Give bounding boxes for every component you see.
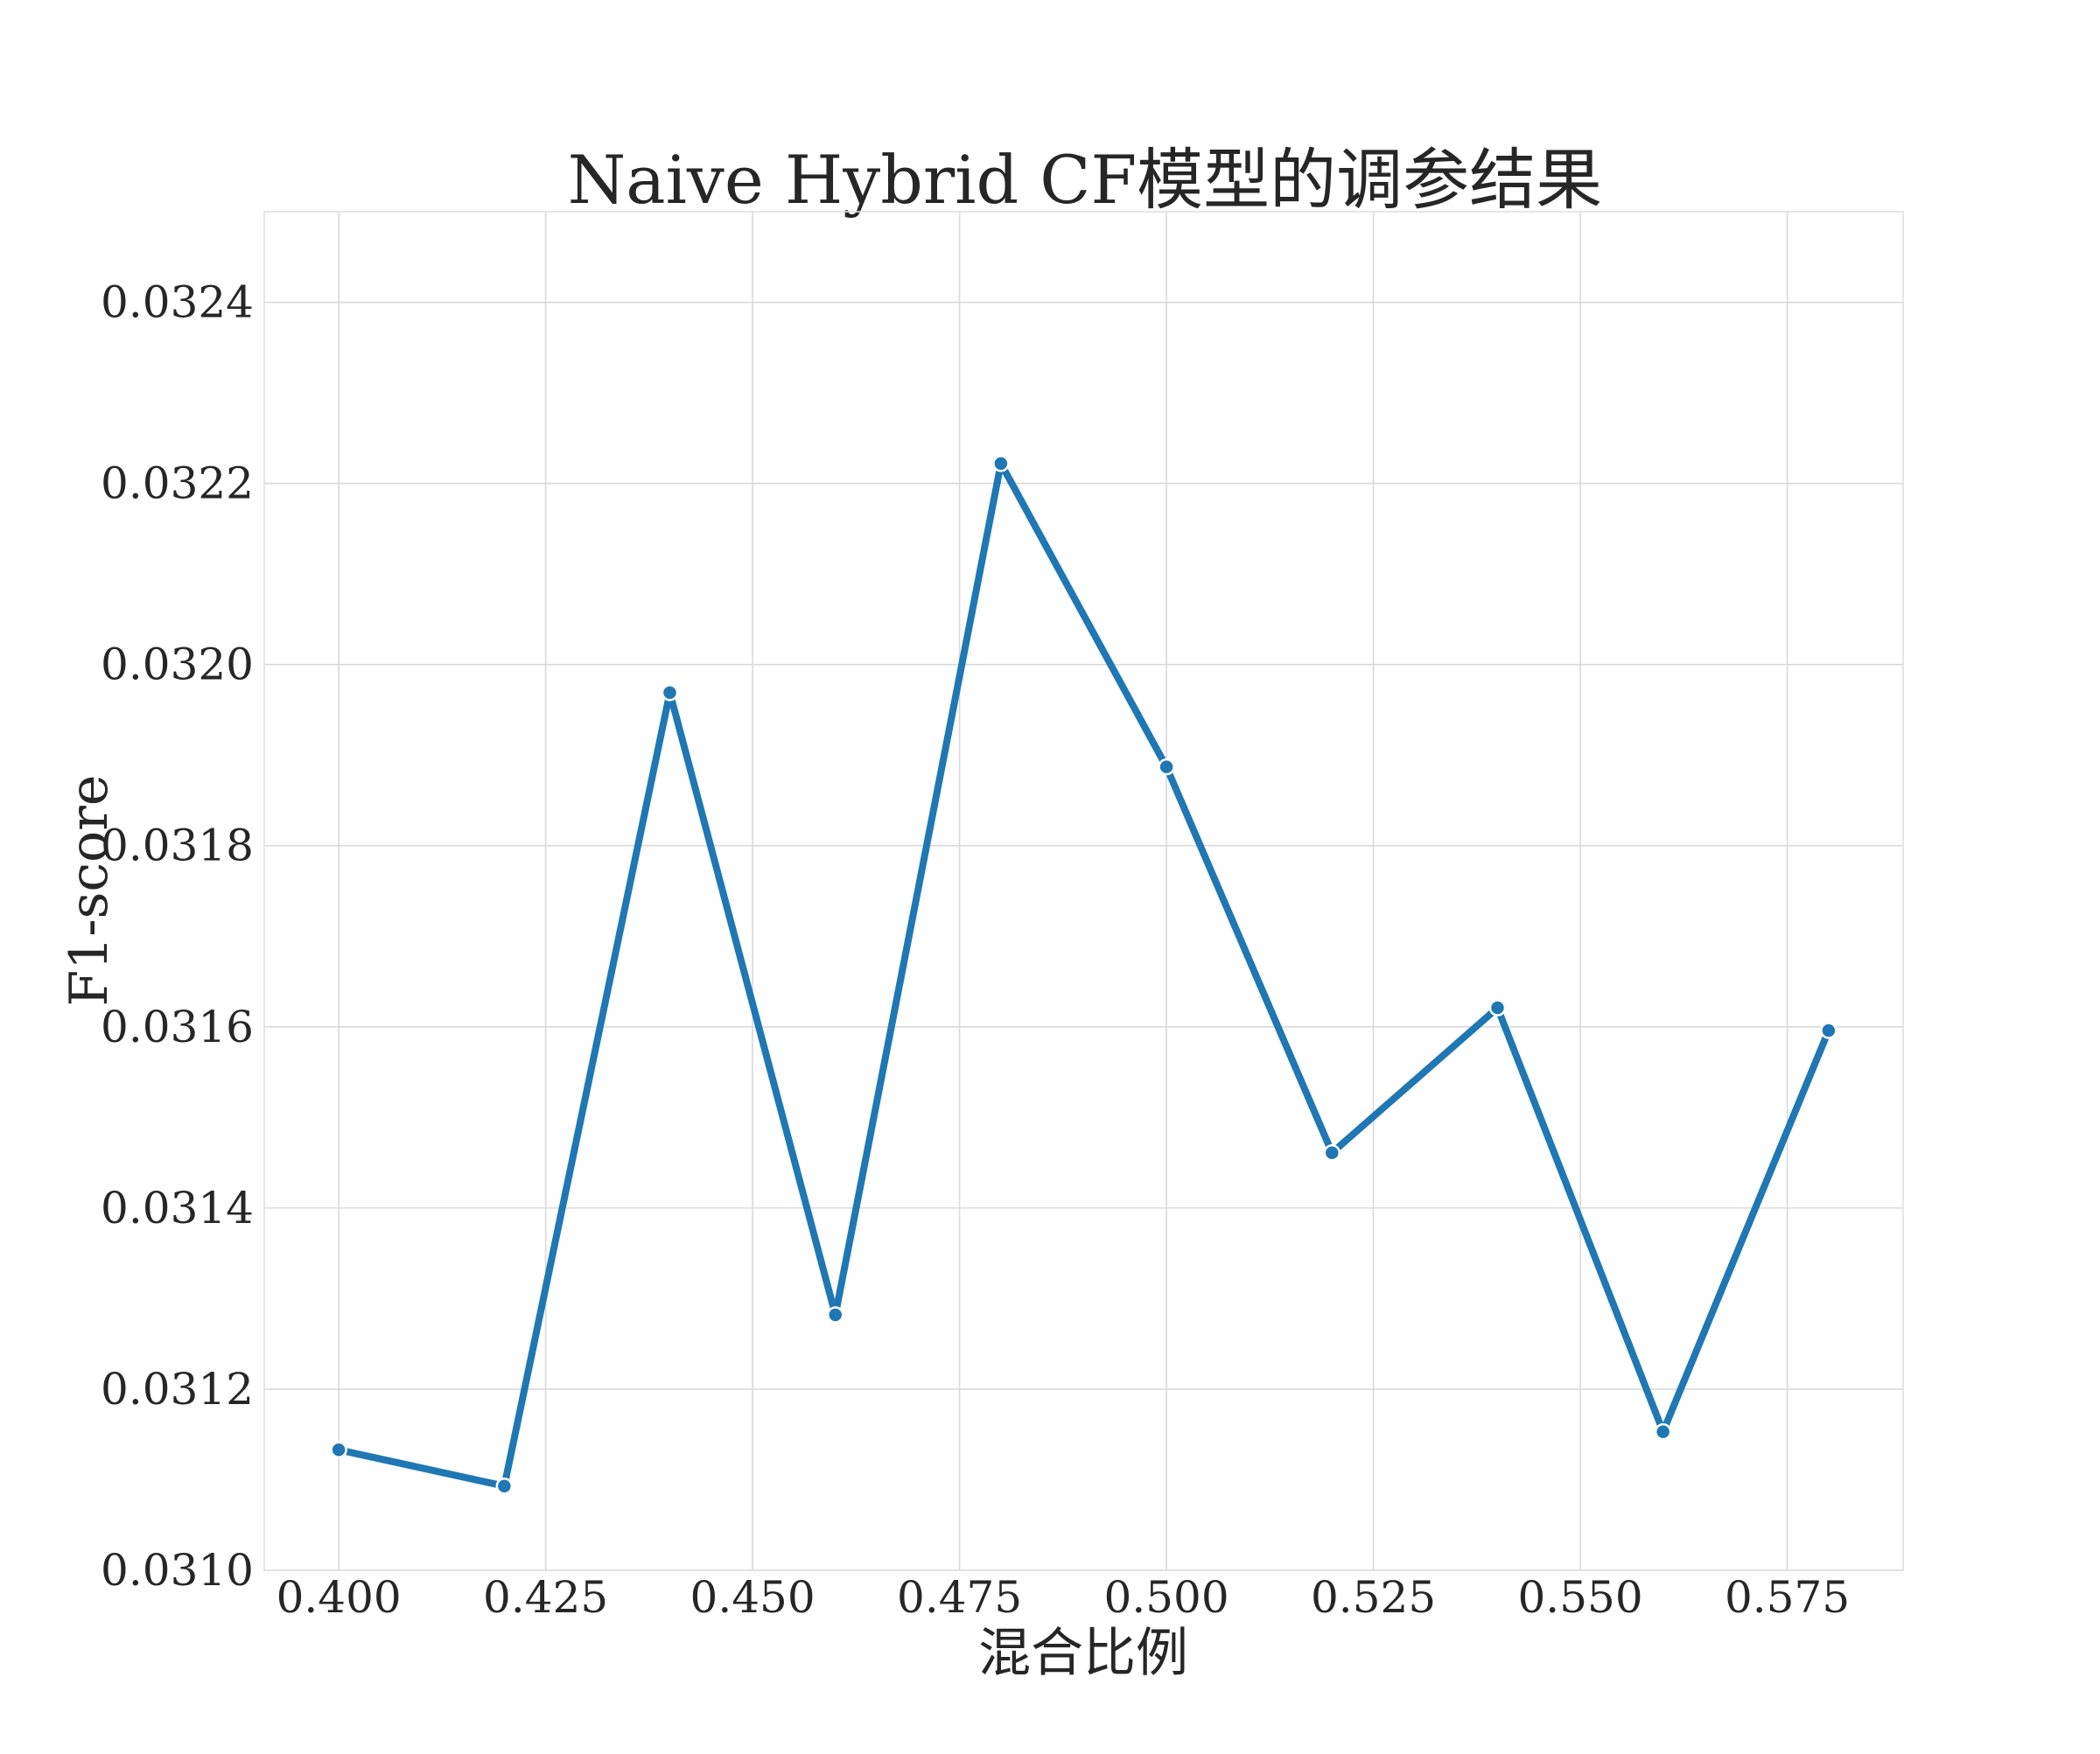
chart-title: Naive Hybrid CF模型的调参结果 (568, 141, 1602, 219)
x-tick-label: 0.550 (1518, 1572, 1643, 1623)
x-tick-label: 0.525 (1311, 1572, 1436, 1623)
y-tick-label: 0.0310 (101, 1545, 254, 1596)
x-tick-label: 0.400 (276, 1572, 402, 1623)
data-point (1820, 1022, 1838, 1039)
data-point (1323, 1143, 1341, 1162)
x-tick-label: 0.475 (897, 1572, 1022, 1623)
data-point (1158, 758, 1175, 776)
data-point (495, 1477, 514, 1495)
data-point (1654, 1422, 1672, 1441)
series-line (335, 459, 1832, 1490)
y-tick-label: 0.0316 (101, 1002, 254, 1052)
grid-lines (264, 212, 1903, 1571)
x-tick-label: 0.425 (483, 1572, 608, 1623)
y-tick-label: 0.0312 (101, 1364, 254, 1415)
x-axis-label: 混合比例 (978, 1623, 1188, 1684)
data-point (826, 1306, 844, 1324)
x-tick-label: 0.500 (1104, 1572, 1229, 1623)
series-layer (330, 455, 1838, 1495)
y-tick-label: 0.0314 (101, 1183, 254, 1233)
y-tick-label: 0.0322 (101, 458, 254, 509)
y-axis-label: F1-score (59, 775, 120, 1007)
y-tick-label: 0.0320 (101, 639, 254, 690)
x-tick-label: 0.450 (690, 1572, 816, 1623)
y-tick-label: 0.0324 (101, 277, 254, 328)
data-point (1488, 999, 1507, 1017)
x-tick-label: 0.575 (1725, 1572, 1850, 1623)
x-axis-ticks: 0.400 0.425 0.450 0.475 0.500 0.525 0.550 0.575 (276, 1572, 1851, 1623)
plot-frame (263, 211, 1904, 1571)
data-point (992, 455, 1010, 472)
y-axis-ticks: 0.0310 0.0312 0.0314 0.0316 0.0318 0.0320 0.03… (101, 277, 254, 1596)
data-point (661, 684, 679, 702)
y-tick-label: 0.0318 (101, 821, 254, 871)
data-point (330, 1441, 347, 1459)
